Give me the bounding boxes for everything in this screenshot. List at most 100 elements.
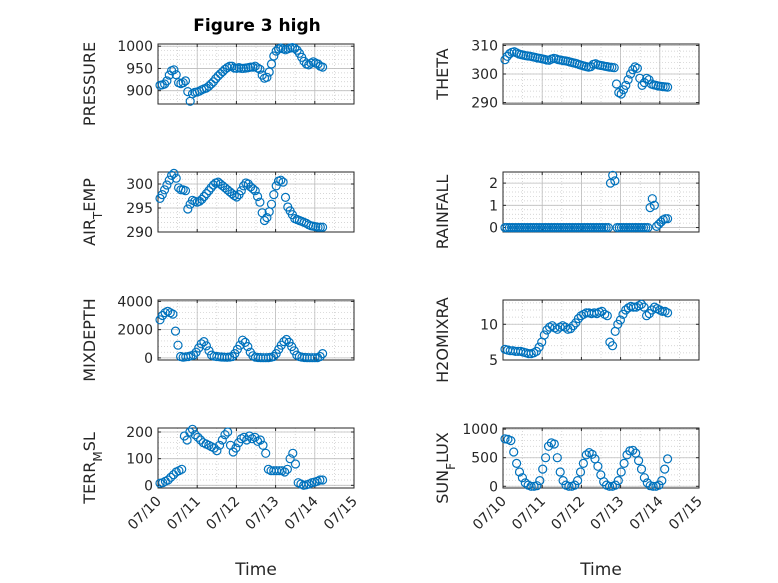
data-point: [208, 180, 218, 190]
data-point: [616, 89, 626, 99]
x-tick-label: 07/10: [470, 494, 510, 534]
subplot-pressure: 900 950 1000 PRESSURE: [80, 39, 355, 126]
y-tick-label: 295: [126, 201, 153, 217]
data-point: [625, 69, 636, 79]
data-point: [648, 481, 658, 491]
axes-box: [157, 43, 355, 105]
data-point: [549, 439, 559, 449]
data-point: [208, 77, 218, 87]
data-point: [246, 62, 256, 72]
data-point: [206, 79, 216, 89]
data-point: [628, 65, 638, 75]
data-point: [187, 424, 198, 434]
data-point: [657, 306, 668, 316]
y-tick-label: 300: [126, 177, 153, 193]
data-point: [313, 222, 323, 232]
subplot-rainfall: 0 1 2 RAINFALL: [433, 170, 700, 249]
data-point: [269, 351, 279, 362]
subplot-mixdepth: 0 2000 4000 MIXDEPTH: [80, 294, 355, 382]
data-point: [639, 77, 650, 88]
data-point: [194, 196, 205, 206]
data-point: [258, 440, 268, 450]
data-point: [623, 75, 633, 85]
data-point: [540, 453, 551, 463]
data-point: [604, 481, 615, 491]
y-tick-label: 2: [489, 176, 498, 192]
data-point: [575, 467, 586, 477]
data-point: [169, 65, 179, 75]
x-axis-label-right: Time: [579, 560, 622, 580]
data-point: [621, 80, 631, 91]
data-point: [572, 476, 583, 486]
data-point: [639, 473, 650, 483]
data-point: [660, 464, 670, 474]
y-axis-label: AIRTEMP: [80, 178, 105, 246]
data-point: [276, 175, 286, 185]
x-tick-label: 07/12: [203, 494, 243, 534]
data-point: [212, 446, 222, 456]
y-axis-label: MIXDEPTH: [80, 298, 99, 381]
y-axis-label: PRESSURE: [80, 42, 99, 126]
data-point: [315, 351, 325, 362]
data-point: [615, 315, 626, 325]
data-point: [662, 82, 673, 92]
y-tick-label: 0: [489, 221, 498, 237]
data-point: [243, 342, 253, 352]
data-point: [170, 326, 181, 336]
data-point: [206, 183, 216, 193]
data-point: [290, 43, 300, 54]
data-point: [649, 200, 660, 210]
data-point: [183, 204, 193, 214]
y-tick-label: 950: [126, 61, 153, 77]
data-point: [633, 456, 644, 466]
data-point: [564, 481, 574, 491]
data-point: [618, 85, 629, 95]
data-point: [250, 186, 260, 196]
data-point: [292, 45, 302, 55]
y-tick-label: 2000: [117, 323, 153, 339]
data-point: [220, 430, 230, 440]
data-point: [253, 191, 263, 202]
x-tick-label: 07/15: [666, 494, 706, 534]
x-tick-label: 07/11: [164, 494, 204, 534]
data-point: [193, 432, 203, 442]
data-point: [239, 181, 249, 191]
data-point: [201, 189, 211, 199]
data-point: [278, 177, 288, 187]
data-point: [318, 62, 328, 72]
data-point: [613, 476, 623, 486]
data-point: [517, 473, 528, 483]
data-point: [279, 337, 289, 347]
y-tick-label: 1000: [117, 39, 153, 55]
data-point: [570, 480, 580, 490]
data-point: [318, 475, 328, 485]
data-point: [269, 190, 279, 200]
data-point: [608, 170, 618, 180]
y-tick-label: 1: [489, 198, 498, 214]
subplot-air-temp: 290 295 300 AIRTEMP: [80, 168, 355, 246]
data-point: [654, 480, 664, 490]
data-point: [318, 349, 328, 359]
data-point: [609, 63, 619, 73]
y-axis-label: SUNFLUX: [433, 432, 458, 504]
data-point: [288, 448, 298, 458]
data-point: [255, 64, 265, 74]
data-point: [552, 453, 562, 463]
data-point: [162, 76, 172, 86]
subplot-terr-msl: 0 100 200 TERRMSL 07/10 07/11 07/12 07/13 07/14 0…: [80, 424, 361, 534]
data-point: [587, 449, 597, 459]
data-point: [282, 464, 292, 474]
data-point: [555, 467, 565, 477]
data-point: [244, 431, 254, 441]
data-point: [610, 176, 620, 186]
data-point: [182, 435, 192, 445]
figure-title: Figure 3 high: [193, 16, 321, 36]
data-point: [248, 184, 258, 194]
data-point: [581, 450, 591, 460]
data-point: [271, 181, 281, 191]
y-tick-label: 200: [126, 425, 153, 441]
data-point: [645, 203, 655, 213]
data-point: [188, 350, 199, 360]
data-point: [280, 467, 290, 477]
